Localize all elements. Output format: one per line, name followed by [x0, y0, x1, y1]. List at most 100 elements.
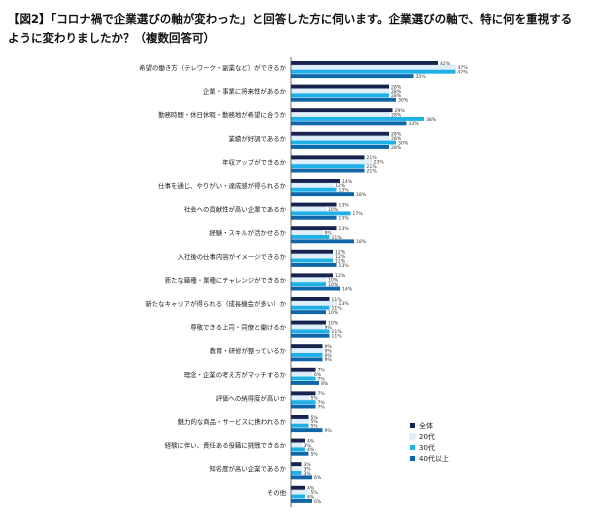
bar	[291, 494, 305, 499]
data-label: 12%	[335, 273, 346, 279]
data-label: 29%	[395, 108, 406, 114]
data-label: 11%	[332, 235, 343, 241]
bar	[291, 235, 330, 239]
data-label: 13%	[339, 226, 350, 232]
bar	[290, 135, 390, 141]
bar	[290, 159, 372, 164]
data-label: 4%	[307, 447, 315, 453]
data-label: 28%	[391, 89, 402, 95]
bar	[291, 187, 337, 192]
data-label: 11%	[332, 329, 343, 335]
bar	[291, 485, 305, 490]
bar	[290, 324, 323, 330]
bar	[291, 211, 351, 216]
bar	[291, 74, 414, 79]
category-label: 尊敬できる上司・同僚と働けるか	[190, 323, 286, 332]
bar	[291, 263, 337, 267]
data-label: 9%	[325, 344, 333, 350]
bar	[291, 499, 312, 503]
bar	[291, 249, 333, 254]
data-label: 28%	[391, 112, 402, 118]
data-label: 13%	[339, 188, 350, 194]
bar	[291, 145, 389, 149]
data-label: 8%	[321, 381, 329, 387]
data-label: 4%	[307, 494, 315, 500]
data-label: 5%	[311, 452, 319, 458]
bar	[291, 451, 309, 456]
data-label: 28%	[391, 84, 402, 90]
data-label: 3%	[304, 462, 312, 468]
data-label: 11%	[332, 306, 343, 312]
bar	[290, 230, 323, 235]
data-label: 6%	[314, 475, 322, 481]
bar	[291, 447, 305, 452]
data-label: 5%	[311, 424, 319, 430]
data-label: 3%	[304, 443, 312, 449]
bar	[291, 344, 323, 349]
bar	[291, 376, 316, 381]
data-label: 18%	[356, 192, 367, 198]
legend-swatch	[409, 433, 416, 440]
data-label: 17%	[353, 211, 364, 217]
category-label: 教育・研修が整っているか	[210, 346, 287, 355]
data-label: 6%	[314, 499, 322, 505]
data-label: 10%	[328, 207, 339, 213]
category-label: 社会への貢献性が高い企業であるか	[184, 205, 287, 214]
data-label: 35%	[416, 74, 427, 80]
data-label: 3%	[304, 466, 312, 472]
bar	[291, 117, 424, 121]
category-label: 評価への納得度が高いか	[216, 393, 287, 402]
data-label: 7%	[318, 368, 326, 374]
data-label: 18%	[356, 239, 367, 245]
bar	[291, 297, 330, 301]
bar	[290, 65, 456, 70]
data-label: 38%	[426, 117, 437, 123]
bar	[291, 475, 312, 480]
category-label: 入社後の仕事内容がイメージできるか	[178, 252, 287, 261]
bar	[291, 423, 309, 428]
data-label: 9%	[325, 230, 333, 236]
data-label: 5%	[311, 415, 319, 421]
bar	[290, 490, 309, 495]
bar	[291, 367, 316, 372]
data-label: 9%	[325, 325, 333, 331]
bar	[291, 131, 389, 136]
data-label: 5%	[311, 419, 319, 425]
data-label: 21%	[367, 168, 378, 174]
bar	[291, 305, 330, 310]
category-label: 仕事を通じ、やりがい・達成感が得られるか	[158, 181, 286, 190]
data-label: 9%	[325, 357, 333, 363]
data-label: 13%	[339, 263, 350, 269]
bar	[290, 253, 334, 259]
bar	[291, 333, 330, 338]
category-label: 勤務時間・休日休暇・勤務地が希望に合うか	[158, 110, 286, 119]
data-label: 12%	[335, 250, 346, 256]
bar	[291, 462, 302, 467]
category-label: その他	[267, 488, 287, 497]
legend-label: 全体	[419, 421, 433, 430]
bar	[291, 391, 316, 396]
legend-swatch	[410, 423, 415, 428]
data-label: 5%	[311, 490, 319, 496]
data-label: 10%	[328, 320, 339, 326]
bar	[291, 61, 438, 65]
bar	[291, 108, 393, 113]
bar	[291, 471, 302, 475]
category-label: 理念・企業の考え方がマッチするか	[184, 370, 287, 379]
bar	[290, 301, 337, 306]
category-label: 新たな職種・業種にチャレンジができるか	[165, 275, 287, 284]
chart-title: 【図2】「コロナ禍で企業選びの軸が変わった」と回答した方に伺います。企業選びの軸…	[8, 12, 573, 45]
bar	[291, 404, 316, 409]
bar	[291, 84, 389, 89]
bar	[291, 415, 309, 419]
data-label: 6%	[314, 372, 322, 378]
data-label: 11%	[332, 297, 343, 303]
bar	[291, 215, 337, 220]
bar	[290, 112, 390, 117]
bar	[291, 400, 316, 405]
category-label: 魅力的な商品・サービスに携われるか	[178, 417, 287, 426]
bar	[291, 438, 305, 443]
bar	[291, 179, 340, 183]
data-label: 7%	[318, 400, 326, 406]
